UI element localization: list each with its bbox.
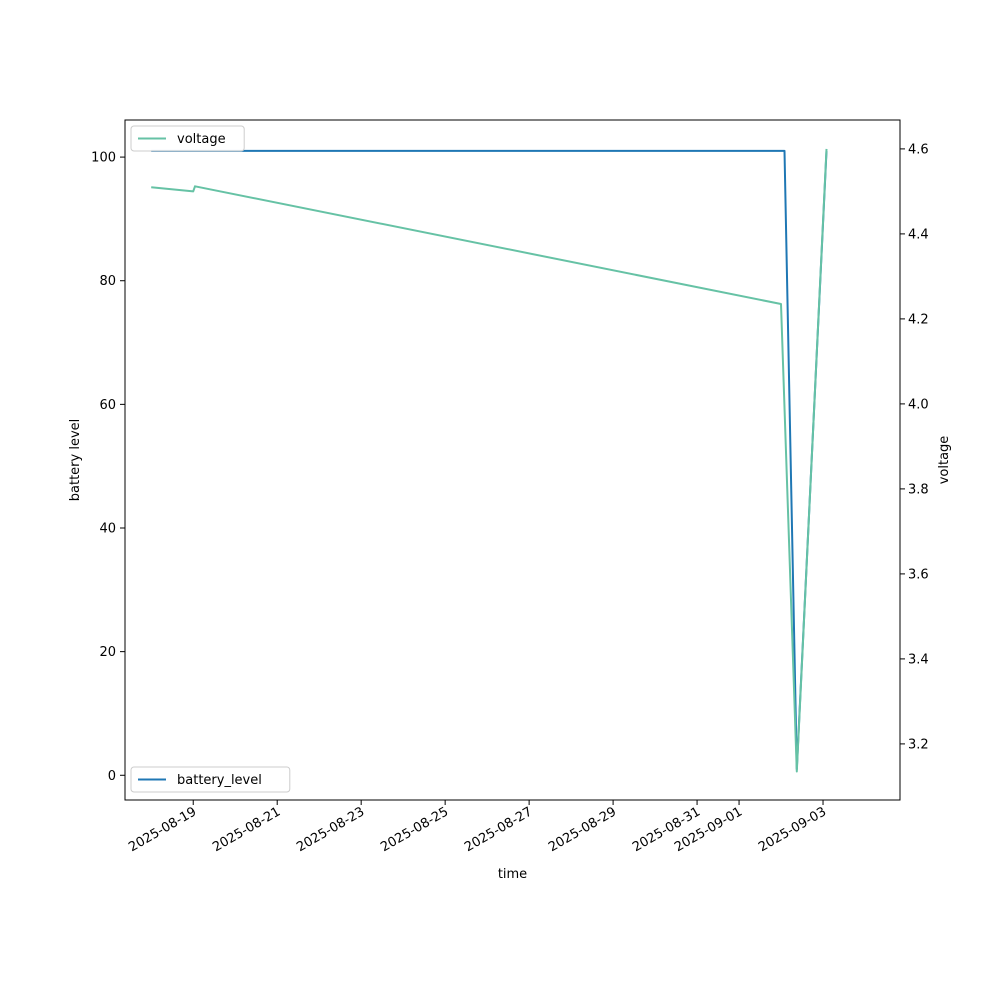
series-line-voltage [151, 148, 828, 773]
y-left-tick-label: 20 [99, 645, 116, 660]
x-tick-label: 2025-08-19 [126, 804, 199, 855]
y-left-tick-label: 60 [99, 398, 116, 413]
legend-label: battery_level [177, 773, 262, 788]
y-left-tick-label: 0 [108, 769, 116, 784]
x-tick-label: 2025-08-29 [546, 804, 619, 855]
legend-box [130, 125, 245, 152]
y-right-tick-label: 4.0 [908, 397, 929, 412]
x-axis-label: time [498, 867, 527, 882]
series-line-battery-level [151, 149, 828, 771]
y-axis-left-label: battery level [68, 419, 83, 502]
x-tick-label: 2025-08-23 [294, 804, 367, 855]
legend-battery-level: battery_level [130, 766, 291, 793]
x-tick-label: 2025-08-27 [462, 804, 535, 855]
y-right-tick-label: 4.4 [908, 227, 929, 242]
y-axis-left: 0 20 40 60 80 100 [91, 151, 125, 784]
y-axis-right: 3.2 3.4 3.6 3.8 4.0 4.2 4.4 4.6 [900, 142, 929, 752]
x-axis: 2025-08-19 2025-08-21 2025-08-23 2025-08-25… [126, 800, 829, 855]
plot-area [124, 119, 901, 801]
legend-voltage: voltage [130, 125, 245, 152]
y-axis-right-label: voltage [937, 436, 952, 485]
y-right-tick-label: 3.6 [908, 567, 929, 582]
legend-label: voltage [177, 132, 226, 147]
y-right-tick-label: 4.2 [908, 312, 929, 327]
legend-box [130, 766, 291, 793]
x-tick-label: 2025-08-21 [210, 804, 283, 855]
x-tick-label: 2025-08-25 [378, 804, 451, 855]
y-right-tick-label: 4.6 [908, 142, 929, 157]
y-left-tick-label: 80 [99, 274, 116, 289]
x-tick-label: 2025-09-03 [756, 804, 829, 855]
y-right-tick-label: 3.4 [908, 652, 929, 667]
y-left-tick-label: 100 [91, 151, 116, 166]
series-layer [151, 148, 828, 773]
y-right-tick-label: 3.8 [908, 482, 929, 497]
y-left-tick-label: 40 [99, 522, 116, 537]
legends: battery_level voltage [130, 125, 291, 793]
y-right-tick-label: 3.2 [908, 737, 929, 752]
